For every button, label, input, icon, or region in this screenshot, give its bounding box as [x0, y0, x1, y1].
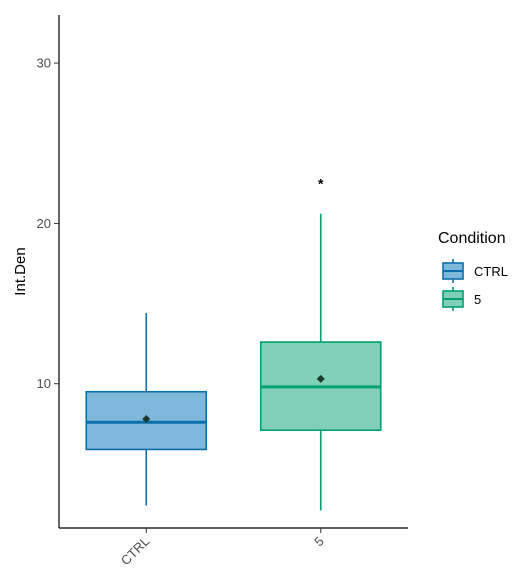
- y-axis-title: Int.Den: [12, 247, 29, 295]
- box-5: [259, 213, 382, 511]
- y-tick-label: 20: [37, 216, 51, 231]
- legend-label: CTRL: [474, 264, 508, 279]
- legend-title: Condition: [438, 230, 506, 247]
- plot-area: *: [85, 175, 382, 511]
- axes: 10 20 30 CTRL 5 Int.Den: [12, 15, 408, 568]
- legend-item-ctrl: CTRL: [442, 259, 508, 283]
- legend: Condition CTRL 5: [438, 230, 508, 311]
- box-ctrl: [85, 313, 208, 506]
- y-tick-label: 10: [37, 376, 51, 391]
- significance-marker: *: [318, 175, 324, 191]
- legend-item-5: 5: [442, 287, 481, 311]
- legend-label: 5: [474, 292, 481, 307]
- y-tick-label: 30: [37, 56, 51, 71]
- x-tick-label: CTRL: [118, 534, 153, 569]
- x-tick-label: 5: [311, 534, 327, 550]
- mean-marker: [316, 374, 325, 383]
- mean-marker: [142, 414, 151, 423]
